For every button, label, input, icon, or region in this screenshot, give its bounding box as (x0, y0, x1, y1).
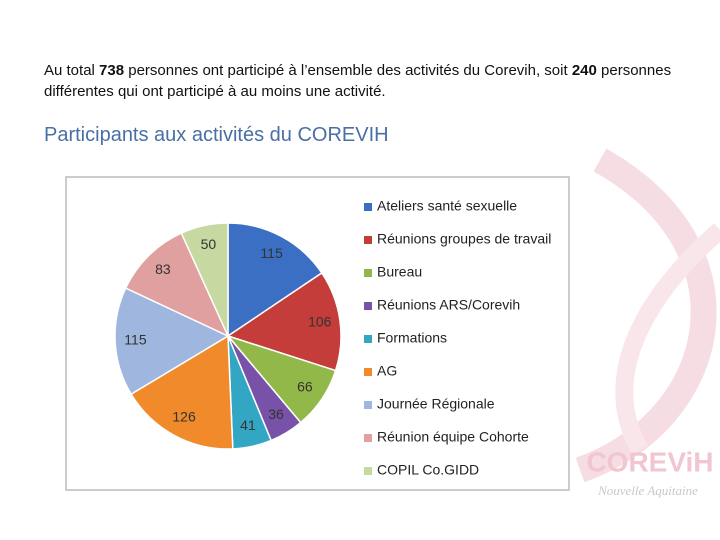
pie-slice (124, 232, 230, 338)
intro-text: Au total 738 personnes ont participé à l… (44, 60, 684, 102)
intro-part: personnes ont participé à l’ensemble des… (124, 62, 572, 79)
data-label: 41 (240, 417, 256, 433)
pie-slice (227, 222, 323, 338)
data-label: 50 (201, 236, 217, 252)
legend-swatch (364, 401, 372, 409)
data-label: 83 (155, 261, 171, 277)
legend-label: Réunions groupes de travail (377, 231, 551, 247)
data-label: 106 (308, 314, 332, 330)
legend-label: Journée Régionale (377, 396, 495, 412)
logo-text: COREViH (586, 446, 713, 477)
legend-swatch (364, 368, 372, 376)
pie-slice (130, 334, 234, 450)
pie-slice (114, 287, 230, 396)
logo-subtext: Nouvelle Aquitaine (597, 483, 698, 498)
legend-swatch (364, 335, 372, 343)
pie-slice (226, 271, 342, 372)
legend-swatch (364, 434, 372, 442)
legend-swatch (364, 302, 372, 310)
legend-swatch (364, 203, 372, 211)
data-label: 66 (297, 378, 313, 394)
data-label: 115 (124, 331, 147, 347)
ribbon-decoration (615, 223, 720, 455)
legend-label: Formations (377, 330, 447, 346)
intro-part: personnes différentes qui ont participé … (44, 62, 672, 100)
data-label: 36 (268, 406, 284, 422)
legend-label: Ateliers santé sexuelle (377, 198, 517, 214)
legend-label: AG (377, 363, 397, 379)
legend-label: Bureau (377, 264, 422, 280)
legend-label: COPIL Co.GIDD (377, 462, 479, 478)
intro-number: 240 (571, 62, 597, 79)
heading: Participants aux activités du COREVIH (44, 124, 389, 146)
legend-swatch (364, 467, 372, 475)
legend-label: Réunions ARS/Corevih (377, 297, 520, 313)
pie-slice (180, 222, 229, 337)
legend-swatch (364, 236, 372, 244)
intro-part: Au total (44, 62, 100, 79)
intro-number: 738 (99, 62, 125, 79)
legend-swatch (364, 269, 372, 277)
data-label: 126 (172, 408, 196, 424)
legend-label: Réunion équipe Cohorte (377, 429, 529, 445)
data-label: 115 (260, 245, 283, 261)
